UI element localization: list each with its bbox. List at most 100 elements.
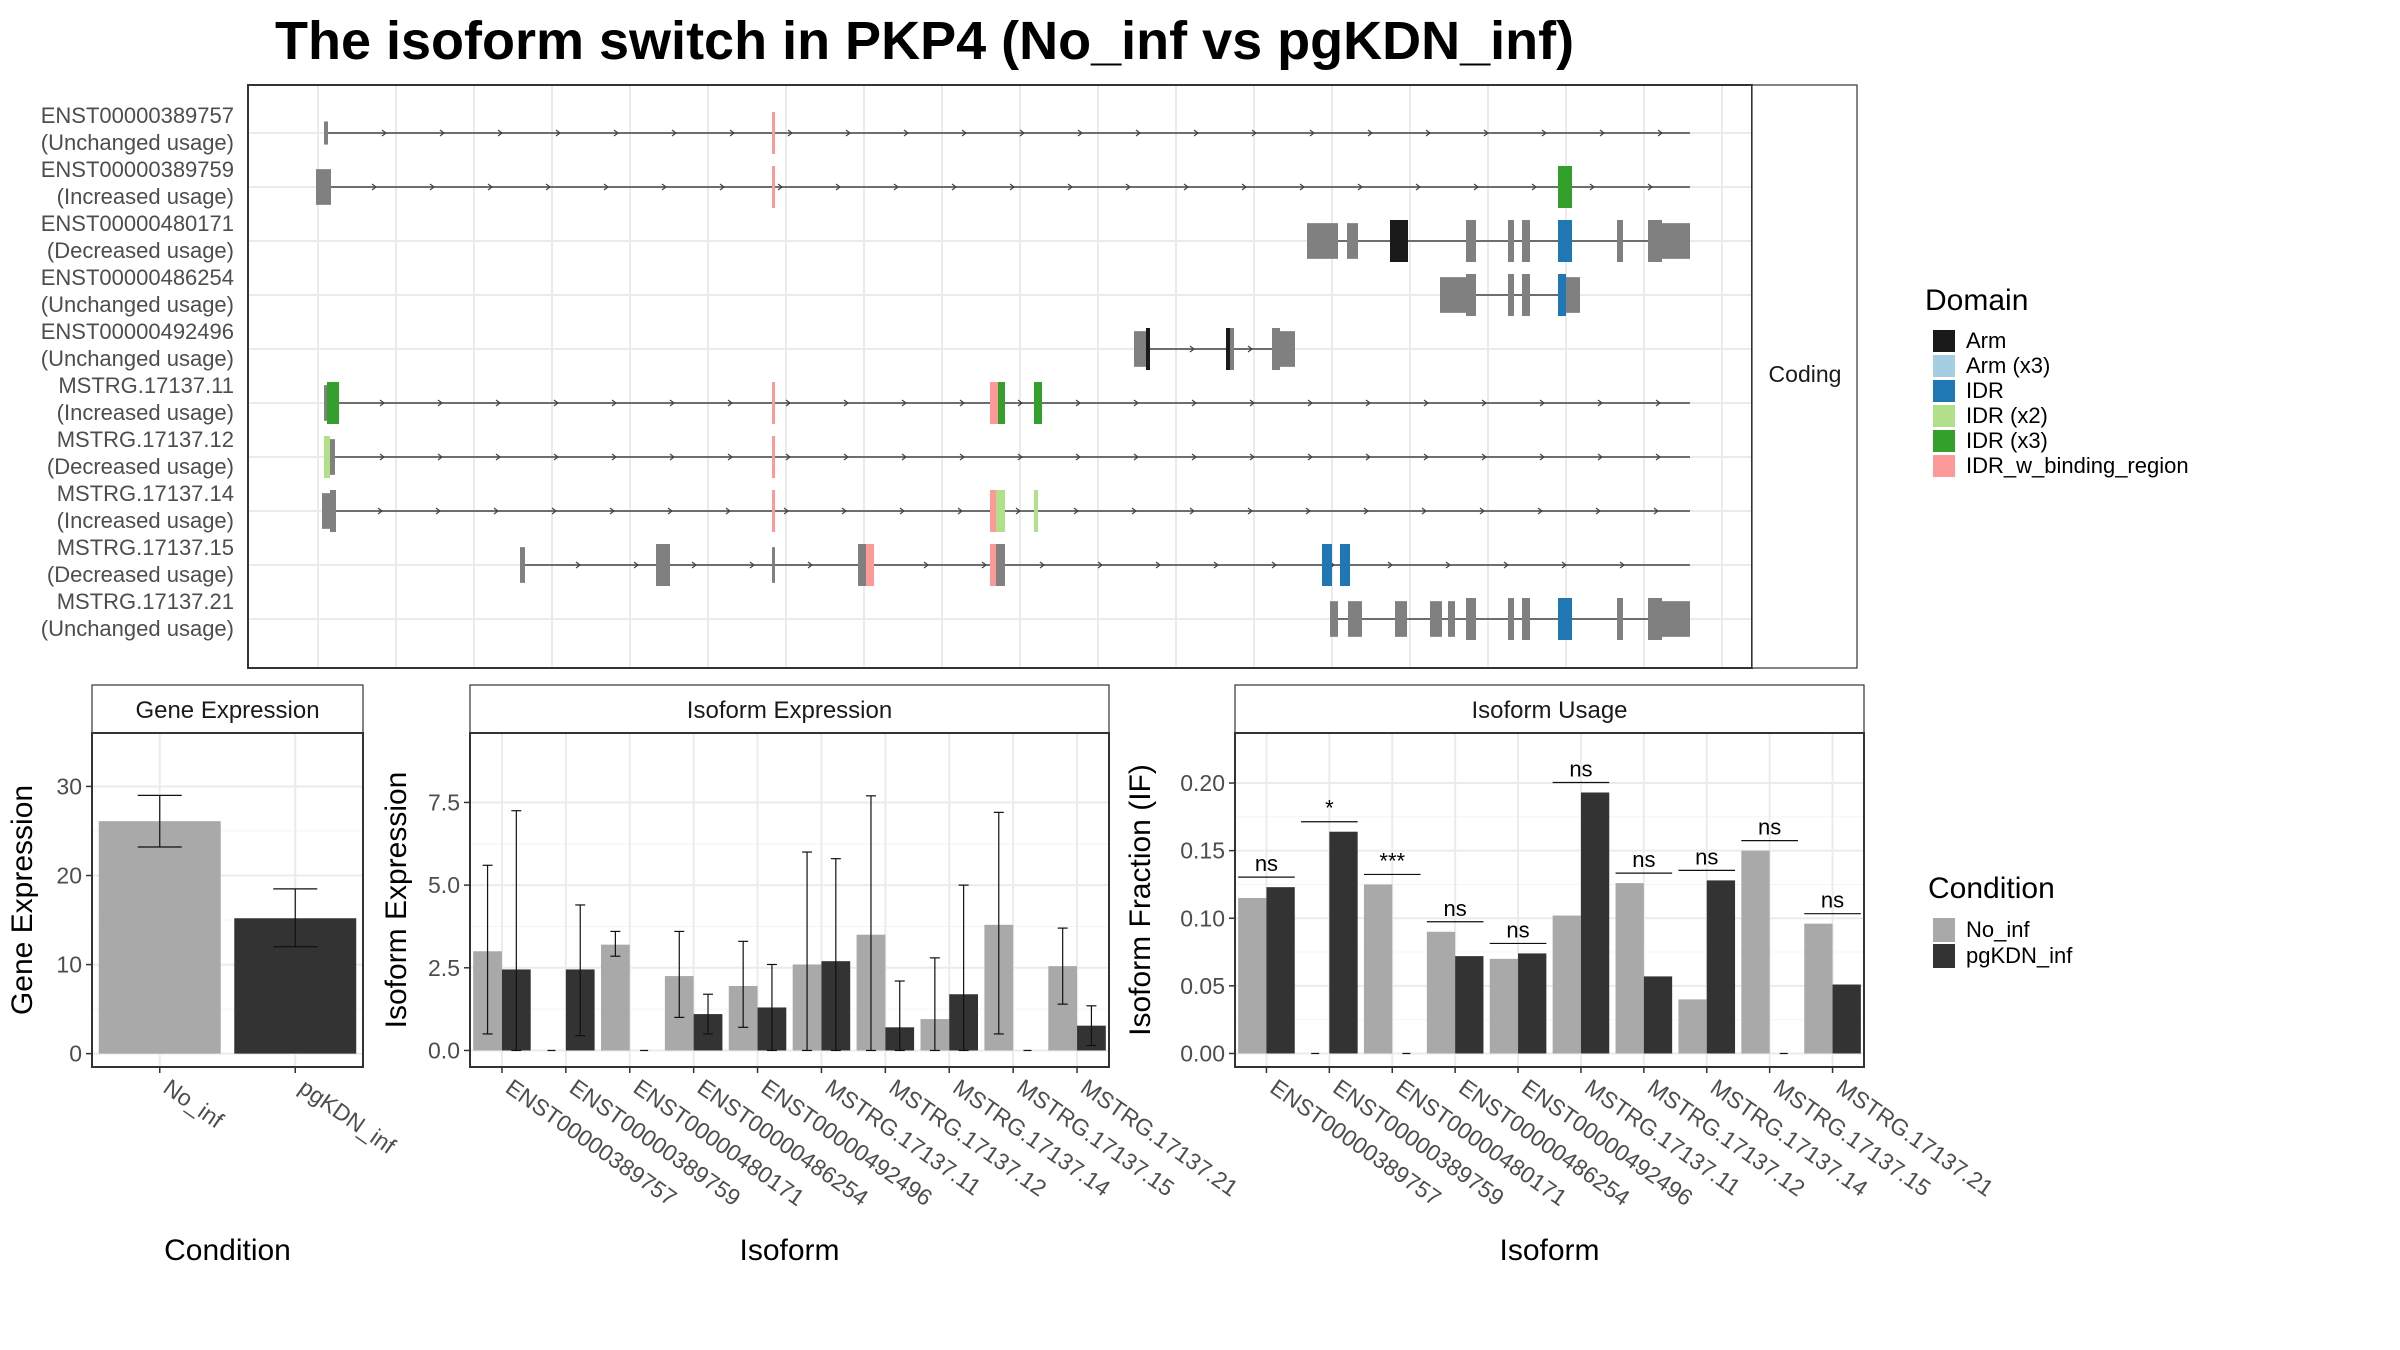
intron-direction-mark bbox=[1479, 507, 1485, 515]
significance-label: ns bbox=[1255, 851, 1278, 876]
exon bbox=[990, 382, 998, 424]
intron-direction-mark bbox=[1241, 183, 1247, 191]
intron-direction-mark bbox=[1421, 507, 1427, 515]
intron-direction-mark bbox=[1133, 453, 1139, 461]
isoform-label: ENST00000389757 bbox=[41, 103, 234, 128]
exon bbox=[772, 547, 775, 583]
intron-direction-mark bbox=[1125, 183, 1131, 191]
exon bbox=[1272, 328, 1280, 370]
x-axis-title: Isoform bbox=[1499, 1234, 1599, 1267]
intron-direction-mark bbox=[961, 129, 967, 137]
y-tick-label: 0.20 bbox=[1180, 770, 1225, 796]
exon bbox=[656, 544, 670, 586]
facet-strip-label: Coding bbox=[1769, 361, 1842, 387]
significance-label: ns bbox=[1758, 815, 1781, 840]
intron-direction-mark bbox=[611, 399, 617, 407]
intron-direction-mark bbox=[1009, 183, 1015, 191]
exon bbox=[1558, 598, 1572, 640]
exon bbox=[1340, 544, 1350, 586]
domain-legend-swatch bbox=[1933, 405, 1955, 427]
isoform-usage-label: (Decreased usage) bbox=[47, 454, 234, 479]
intron-direction-mark bbox=[497, 129, 503, 137]
intron-direction-mark bbox=[1305, 507, 1311, 515]
exon bbox=[1466, 274, 1476, 316]
exon bbox=[1558, 220, 1572, 262]
intron-direction-mark bbox=[1357, 183, 1363, 191]
domain-legend-swatch bbox=[1933, 430, 1955, 452]
intron-direction-mark bbox=[783, 507, 789, 515]
significance-label: ns bbox=[1695, 844, 1718, 869]
intron-direction-mark bbox=[1365, 453, 1371, 461]
isoform-usage-label: (Unchanged usage) bbox=[41, 130, 234, 155]
intron-direction-mark bbox=[553, 453, 559, 461]
exon bbox=[330, 490, 336, 532]
bar bbox=[1552, 915, 1581, 1054]
intron-direction-mark bbox=[727, 399, 733, 407]
domain-legend-label: IDR (x2) bbox=[1966, 403, 2048, 428]
exon bbox=[322, 493, 330, 529]
exon bbox=[772, 112, 775, 154]
exon bbox=[324, 121, 328, 145]
significance-label: ns bbox=[1821, 888, 1844, 913]
significance-label: *** bbox=[1379, 848, 1405, 873]
condition-legend-label: No_inf bbox=[1966, 917, 2030, 942]
intron-direction-mark bbox=[669, 399, 675, 407]
intron-direction-mark bbox=[901, 453, 907, 461]
intron-direction-mark bbox=[1039, 561, 1045, 569]
intron-direction-mark bbox=[1531, 183, 1537, 191]
exon bbox=[1558, 166, 1572, 208]
isoform-usage-label: (Unchanged usage) bbox=[41, 346, 234, 371]
bar bbox=[1580, 792, 1610, 1054]
exon bbox=[1508, 220, 1514, 262]
exon bbox=[990, 544, 996, 586]
intron-direction-mark bbox=[545, 183, 551, 191]
intron-direction-mark bbox=[379, 453, 385, 461]
intron-direction-mark bbox=[1503, 561, 1509, 569]
isoform-label: ENST00000492496 bbox=[41, 319, 234, 344]
intron-direction-mark bbox=[1367, 129, 1373, 137]
intron-direction-mark bbox=[1249, 453, 1255, 461]
intron-direction-mark bbox=[1075, 453, 1081, 461]
exon bbox=[998, 382, 1005, 424]
x-axis-title: Isoform bbox=[739, 1234, 839, 1267]
y-axis-title: Isoform Expression bbox=[380, 772, 413, 1029]
y-tick-label: 0.00 bbox=[1180, 1040, 1225, 1066]
exon bbox=[996, 544, 1005, 586]
exon bbox=[1034, 382, 1042, 424]
significance-label: ns bbox=[1569, 756, 1592, 781]
intron-direction-mark bbox=[1135, 129, 1141, 137]
y-tick-label: 0 bbox=[69, 1041, 82, 1067]
isoform-usage-label: (Unchanged usage) bbox=[41, 616, 234, 641]
intron-direction-mark bbox=[377, 507, 383, 515]
exon bbox=[772, 166, 775, 208]
intron-direction-mark bbox=[1155, 561, 1161, 569]
condition-legend-swatch bbox=[1933, 944, 1955, 968]
intron-direction-mark bbox=[613, 129, 619, 137]
intron-direction-mark bbox=[439, 129, 445, 137]
condition-legend-label: pgKDN_inf bbox=[1966, 943, 2073, 968]
y-tick-label: 7.5 bbox=[428, 789, 460, 815]
exon bbox=[990, 490, 996, 532]
intron-direction-mark bbox=[603, 183, 609, 191]
y-tick-label: 0.05 bbox=[1180, 973, 1225, 999]
exon bbox=[324, 436, 330, 478]
exon bbox=[1440, 277, 1466, 313]
exon bbox=[866, 544, 874, 586]
intron-direction-mark bbox=[609, 507, 615, 515]
exon bbox=[1662, 223, 1690, 259]
y-tick-label: 30 bbox=[56, 773, 82, 799]
intron-direction-mark bbox=[1423, 399, 1429, 407]
exon bbox=[1466, 220, 1476, 262]
bar bbox=[1455, 956, 1484, 1054]
intron-direction-mark bbox=[835, 183, 841, 191]
intron-direction-mark bbox=[729, 129, 735, 137]
intron-direction-mark bbox=[633, 561, 639, 569]
intron-direction-mark bbox=[493, 507, 499, 515]
bar bbox=[1238, 897, 1267, 1054]
isoform-usage-label: (Decreased usage) bbox=[47, 238, 234, 263]
exon bbox=[1322, 544, 1332, 586]
intron-direction-mark bbox=[899, 507, 905, 515]
intron-direction-mark bbox=[1655, 453, 1661, 461]
bar bbox=[1832, 984, 1861, 1054]
intron-direction-mark bbox=[845, 129, 851, 137]
